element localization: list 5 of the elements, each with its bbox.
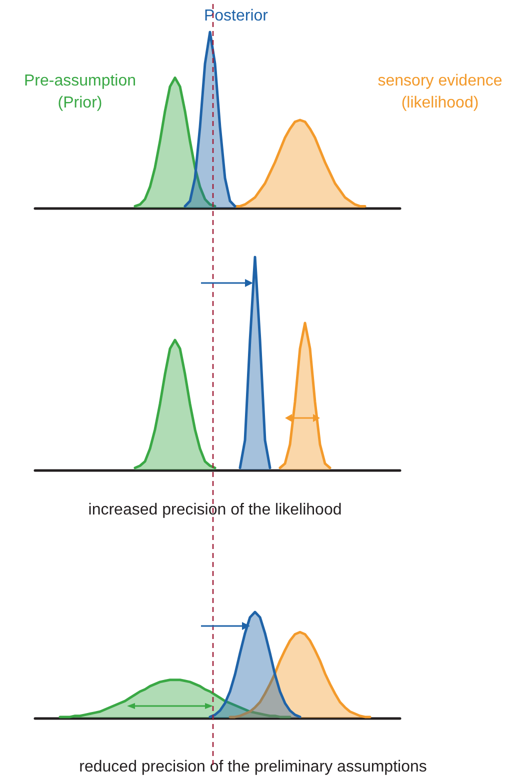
text: reduced precision of the preliminary assumptions (79, 758, 427, 776)
text: sensory evidence (likelihood) (378, 72, 502, 112)
text: increased precision of the likelihood (88, 502, 342, 518)
series-label: Pre-assumption (Prior) (24, 72, 136, 112)
series-label: Posterior (204, 8, 269, 24)
